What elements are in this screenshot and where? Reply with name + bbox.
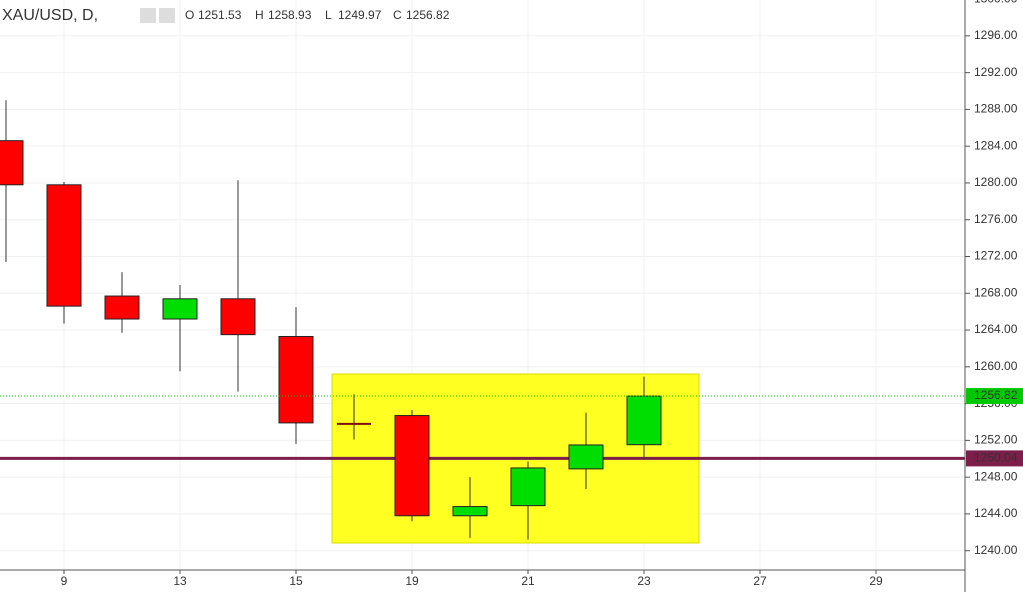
y-tick-label: 1268.00 [974,285,1018,299]
y-tick-label: 1260.00 [974,359,1018,373]
icon-eye[interactable] [140,8,156,23]
ohlc-key: O [185,8,194,22]
ohlc-header: O 1251.53 H 1258.93 L 1249.97 C 1256.82 [185,8,450,22]
y-tick-label: 1252.00 [974,433,1018,447]
line-price-tag [966,450,1023,467]
ohlc-key: H [255,8,264,22]
y-tick-label: 1240.00 [974,543,1018,557]
last-price-tag [966,388,1023,405]
y-tick-label: 1244.00 [974,506,1018,520]
ohlc-value: 1251.53 [198,8,242,22]
ohlc-value: 1256.82 [406,8,450,22]
x-tick-label: 23 [637,574,651,588]
y-tick-label: 1276.00 [974,212,1018,226]
x-tick-label: 9 [61,574,68,588]
x-tick-label: 21 [521,574,535,588]
ohlc-value: 1249.97 [338,8,382,22]
chart-title: XAU/USD, D, [2,7,98,24]
y-tick-label: 1292.00 [974,65,1018,79]
candle-body [394,415,430,517]
candle-body [626,395,662,446]
candle-body [452,506,488,517]
y-tick-label: 1272.00 [974,249,1018,263]
x-tick-label: 29 [869,574,883,588]
plot [0,100,965,540]
y-tick-label: 1264.00 [974,322,1018,336]
y-tick-label: 1248.00 [974,469,1018,483]
y-tick-label: 1300.00 [974,0,1018,5]
icon-settings[interactable] [159,8,175,23]
candle-body [510,467,546,507]
ohlc-key: C [393,8,402,22]
x-tick-label: 19 [405,574,419,588]
y-tick-label: 1284.00 [974,138,1018,152]
y-tick-label: 1288.00 [974,102,1018,116]
candle-body [568,444,604,470]
candle-body [278,335,314,424]
candle-body [104,295,140,320]
x-tick-label: 27 [753,574,767,588]
x-tick-label: 15 [289,574,303,588]
y-tick-label: 1296.00 [974,28,1018,42]
y-tick-label: 1280.00 [974,175,1018,189]
candle-body [46,184,82,307]
candle-body [162,298,198,320]
last-price-label: 1256.82 [974,388,1018,402]
line-price-label: 1250.04 [974,451,1018,465]
ohlc-key: L [325,8,332,22]
ohlc-value: 1258.93 [268,8,312,22]
x-tick-label: 13 [173,574,187,588]
candle-body [0,140,24,186]
candle-body [220,298,256,336]
